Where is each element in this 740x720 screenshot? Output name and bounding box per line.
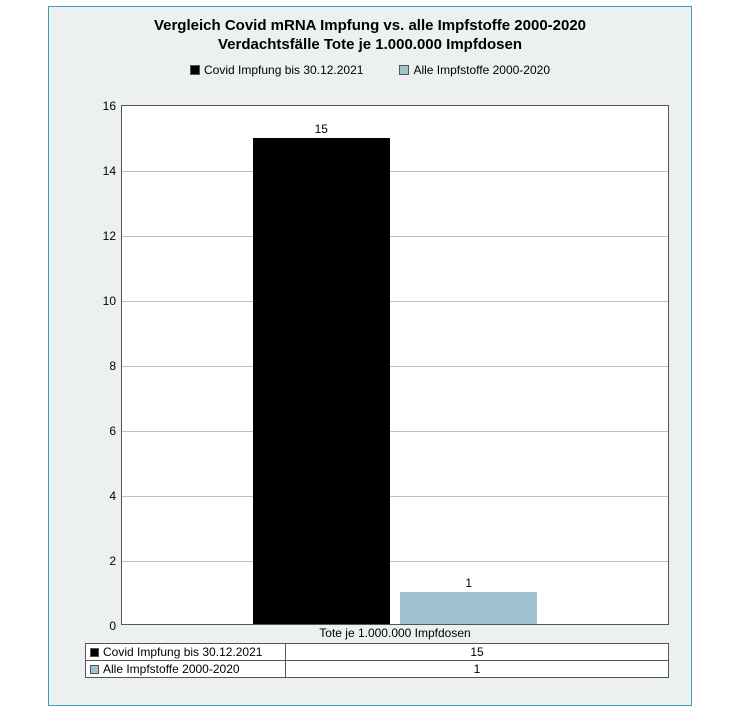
gridline <box>122 561 668 562</box>
table-cell-value: 15 <box>286 644 669 661</box>
ytick-label: 12 <box>92 229 122 243</box>
table-row: Alle Impfstoffe 2000-2020 1 <box>86 661 669 678</box>
ytick-label: 2 <box>92 554 122 568</box>
bar-value-label: 15 <box>315 122 328 138</box>
table-row-header: Covid Impfung bis 30.12.2021 <box>86 644 286 661</box>
gridline <box>122 236 668 237</box>
x-axis-title: Tote je 1.000.000 Impfdosen <box>122 624 668 640</box>
plot-area: Tote je 1.000.000 Impfdosen 024681012141… <box>121 105 669 625</box>
ytick-label: 8 <box>92 359 122 373</box>
ytick-label: 10 <box>92 294 122 308</box>
table-swatch-icon <box>90 648 99 657</box>
table-row-label: Alle Impfstoffe 2000-2020 <box>103 662 240 676</box>
table-row-header: Alle Impfstoffe 2000-2020 <box>86 661 286 678</box>
ytick-label: 0 <box>92 619 122 633</box>
ytick-label: 6 <box>92 424 122 438</box>
bar: 1 <box>400 592 537 624</box>
table-cell-value: 1 <box>286 661 669 678</box>
chart-frame: Vergleich Covid mRNA Impfung vs. alle Im… <box>48 6 692 706</box>
gridline <box>122 431 668 432</box>
table-row-label: Covid Impfung bis 30.12.2021 <box>103 645 262 659</box>
gridline <box>122 301 668 302</box>
gridline <box>122 366 668 367</box>
ytick-label: 16 <box>92 99 122 113</box>
gridline <box>122 496 668 497</box>
table-row: Covid Impfung bis 30.12.2021 15 <box>86 644 669 661</box>
data-table: Covid Impfung bis 30.12.202115Alle Impfs… <box>85 643 669 678</box>
plot-wrap: Tote je 1.000.000 Impfdosen 0 2 4 6 8 10 12 14 1… <box>49 7 693 707</box>
bar: 15 <box>253 138 390 624</box>
bar-value-label: 1 <box>465 576 472 592</box>
gridline <box>122 171 668 172</box>
ytick-label: 14 <box>92 164 122 178</box>
table-swatch-icon <box>90 665 99 674</box>
ytick-label: 4 <box>92 489 122 503</box>
